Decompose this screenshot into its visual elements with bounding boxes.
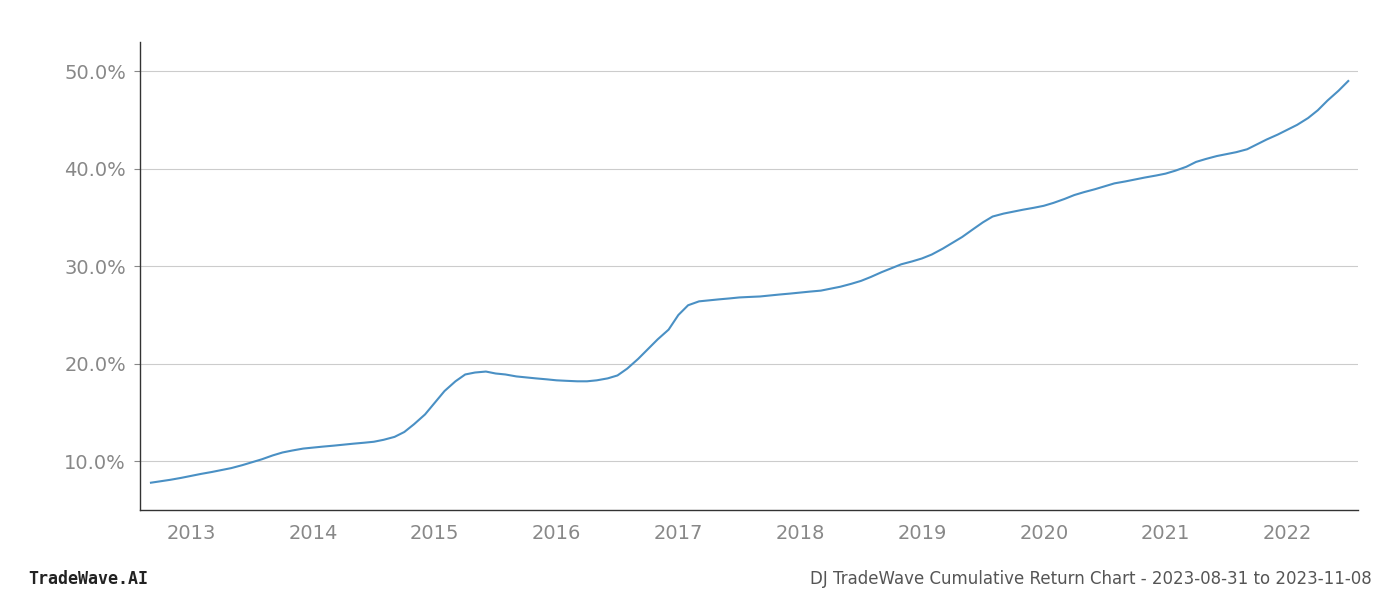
Text: TradeWave.AI: TradeWave.AI bbox=[28, 570, 148, 588]
Text: DJ TradeWave Cumulative Return Chart - 2023-08-31 to 2023-11-08: DJ TradeWave Cumulative Return Chart - 2… bbox=[811, 570, 1372, 588]
